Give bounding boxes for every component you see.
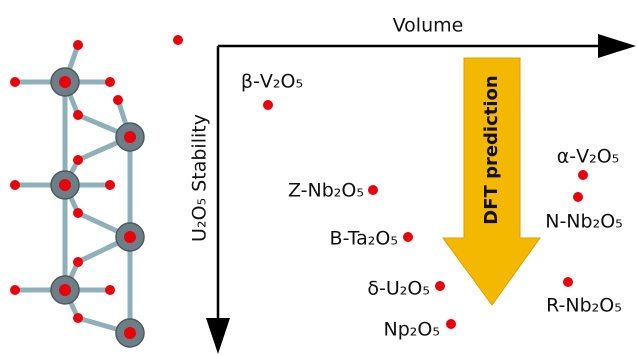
y-axis-label: U₂O₅ Stability xyxy=(189,114,211,242)
arrow-label: DFT prediction xyxy=(481,75,502,224)
point xyxy=(435,281,445,291)
point xyxy=(446,319,456,329)
point-label: α-V₂O₅ xyxy=(557,146,620,168)
point-label: Z-Nb₂O₅ xyxy=(288,180,364,202)
prediction-arrow: DFT prediction xyxy=(443,58,540,305)
point xyxy=(578,170,588,180)
point-label: β-V₂O₅ xyxy=(241,71,303,93)
point-label: R-Nb₂O₅ xyxy=(546,295,622,317)
point-label: B-Ta₂O₅ xyxy=(330,228,398,250)
figure: Volume U₂O₅ Stability DFT prediction β-V… xyxy=(0,0,638,356)
point-label: δ-U₂O₅ xyxy=(367,278,430,300)
point xyxy=(368,185,378,195)
point-label: N-Nb₂O₅ xyxy=(545,211,623,233)
point xyxy=(573,192,583,202)
points: β-V₂O₅ Z-Nb₂O₅ B-Ta₂O₅ δ-U₂O₅ Np₂O₅ α-V₂… xyxy=(241,71,623,341)
point-label: Np₂O₅ xyxy=(384,319,440,341)
x-axis-label: Volume xyxy=(393,15,464,37)
point xyxy=(563,277,573,287)
point xyxy=(403,232,413,242)
point xyxy=(263,100,273,110)
crystal-structure xyxy=(10,35,183,347)
